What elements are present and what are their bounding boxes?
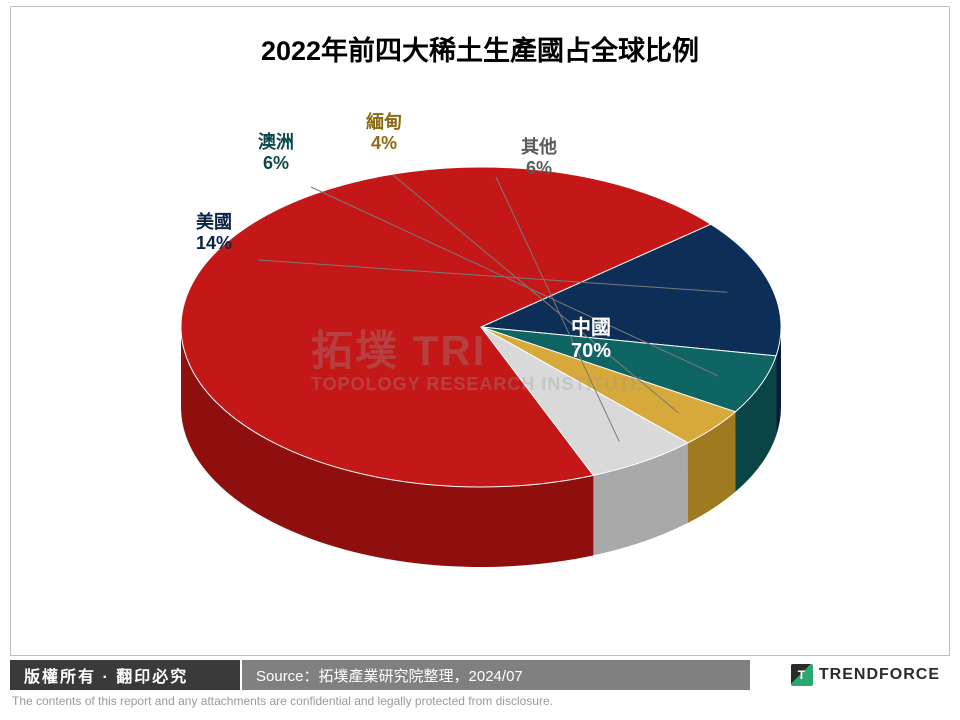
- footer-copyright: 版權所有 · 翻印必究: [10, 660, 240, 690]
- footer-brand-area: T TRENDFORCE: [750, 660, 950, 690]
- slice-label-china: 中國70%: [571, 317, 611, 363]
- chart-frame: 2022年前四大稀土生產國占全球比例 拓墣 TRI TOPOLOGY RESEA…: [10, 6, 950, 656]
- pie-chart: 拓墣 TRI TOPOLOGY RESEARCH INSTITUTE 美國14%…: [11, 97, 951, 637]
- trendforce-logo-text: TRENDFORCE: [819, 666, 940, 684]
- disclaimer-text: The contents of this report and any atta…: [12, 694, 553, 708]
- footer-source-text: 拓墣產業研究院整理，2024/07: [319, 665, 523, 686]
- chart-title: 2022年前四大稀土生產國占全球比例: [11, 29, 949, 68]
- leader-label-usa: 美國14%: [196, 212, 232, 253]
- footer-source-label: Source：: [256, 665, 319, 686]
- leader-label-aus: 澳洲6%: [258, 132, 294, 173]
- trendforce-logo-icon: T: [791, 664, 813, 686]
- footer-bar: 版權所有 · 翻印必究 Source： 拓墣產業研究院整理，2024/07 T …: [10, 660, 950, 690]
- pie-svg: [11, 97, 951, 637]
- trendforce-logo: T TRENDFORCE: [791, 664, 940, 686]
- leader-label-other: 其他6%: [521, 137, 557, 178]
- leader-label-myanmar: 緬甸4%: [366, 112, 402, 153]
- footer-source: Source： 拓墣產業研究院整理，2024/07: [242, 660, 750, 690]
